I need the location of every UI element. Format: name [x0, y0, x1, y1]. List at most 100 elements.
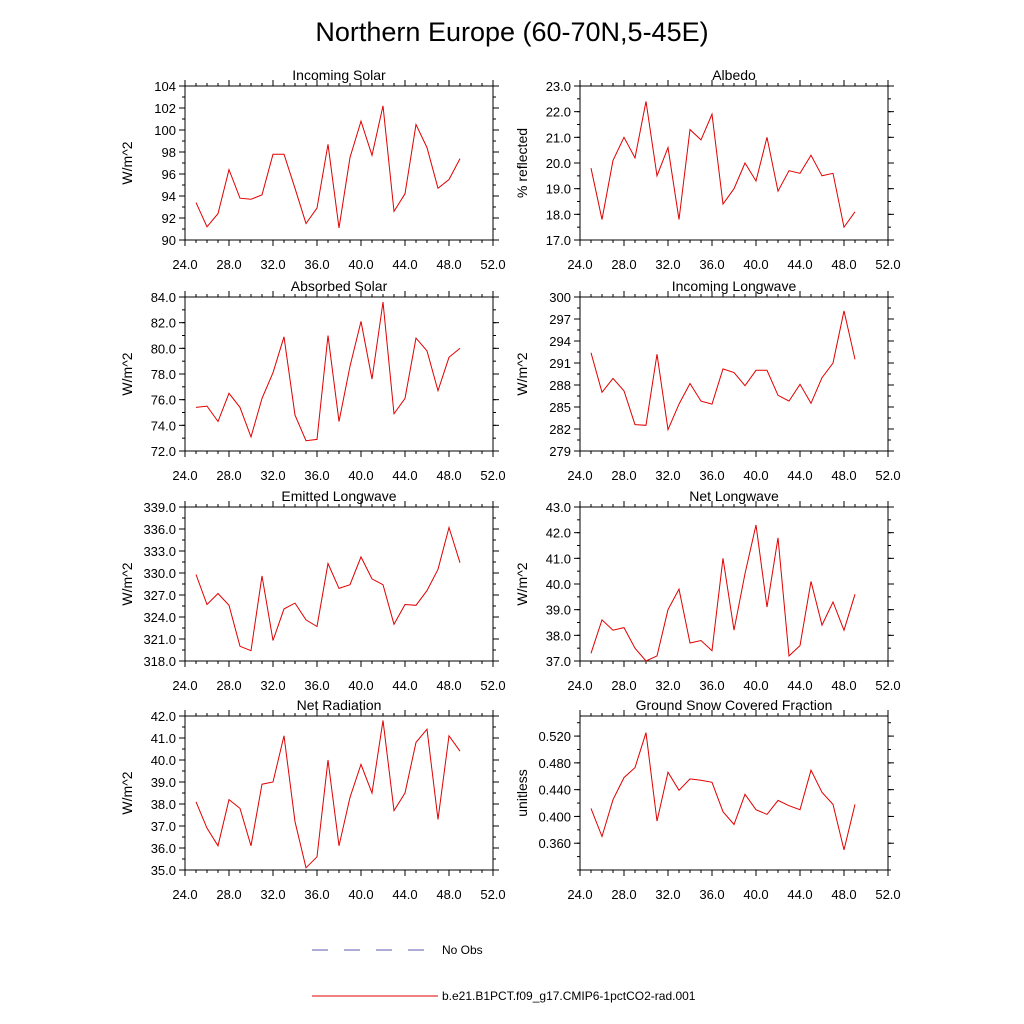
- x-tick-label: 24.0: [172, 468, 197, 483]
- plot-frame: [184, 506, 494, 662]
- x-tick-label: 28.0: [216, 887, 241, 902]
- panel-1: Albedo 24.0 28.0 32.0 36.0 40.0 44.0 48.0 52.0 17…: [514, 67, 901, 272]
- x-tick-label: 52.0: [875, 257, 900, 272]
- y-tick-label: 0.480: [538, 756, 571, 771]
- series-line: [590, 732, 856, 851]
- y-tick-label: 339.0: [143, 500, 176, 515]
- y-tick-label: 41.0: [151, 731, 176, 746]
- y-tick-label: 90: [162, 233, 176, 248]
- y-tick-label: 0.520: [538, 729, 571, 744]
- x-tick-label: 52.0: [875, 678, 900, 693]
- x-tick-label: 48.0: [436, 468, 461, 483]
- y-tick-label: 288: [549, 378, 571, 393]
- panel-title: Incoming Longwave: [672, 278, 797, 294]
- y-tick-label: 0.400: [538, 809, 571, 824]
- y-axis-label: W/m^2: [119, 141, 135, 184]
- panels: Incoming Solar 24.0 28.0 32.0 36.0 40.0 44.0 48…: [119, 67, 901, 902]
- series-line: [195, 302, 461, 442]
- x-tick-label: 44.0: [787, 678, 812, 693]
- x-tick-label: 32.0: [655, 257, 680, 272]
- x-tick-label: 24.0: [567, 887, 592, 902]
- y-tick-label: 39.0: [151, 775, 176, 790]
- x-tick-label: 40.0: [348, 468, 373, 483]
- y-axis-label: W/m^2: [514, 352, 530, 395]
- legend: No Obs b.e21.B1PCT.f09_g17.CMIP6-1pctCO2-…: [312, 943, 696, 1003]
- y-tick-label: 282: [549, 422, 571, 437]
- y-tick-label: 40.0: [151, 753, 176, 768]
- y-tick-label: 39.0: [546, 603, 571, 618]
- y-tick-label: 36.0: [151, 841, 176, 856]
- y-tick-label: 84.0: [151, 290, 176, 305]
- x-tick-label: 36.0: [304, 468, 329, 483]
- x-tick-label: 44.0: [787, 468, 812, 483]
- series-line: [590, 101, 856, 229]
- x-tick-label: 48.0: [436, 257, 461, 272]
- x-tick-label: 28.0: [216, 678, 241, 693]
- x-tick-label: 52.0: [480, 887, 505, 902]
- y-tick-label: 35.0: [151, 863, 176, 878]
- y-tick-label: 100: [154, 123, 176, 138]
- y-tick-label: 18.0: [546, 207, 571, 222]
- x-tick-label: 32.0: [655, 468, 680, 483]
- x-tick-label: 48.0: [831, 468, 856, 483]
- x-tick-label: 24.0: [567, 257, 592, 272]
- x-tick-label: 40.0: [348, 887, 373, 902]
- y-tick-label: 40.0: [546, 577, 571, 592]
- y-tick-label: 297: [549, 312, 571, 327]
- x-tick-label: 48.0: [831, 678, 856, 693]
- x-tick-label: 36.0: [699, 257, 724, 272]
- x-tick-label: 44.0: [392, 257, 417, 272]
- series-line: [590, 524, 856, 662]
- panel-0: Incoming Solar 24.0 28.0 32.0 36.0 40.0 44.0 48…: [119, 67, 506, 272]
- y-tick-label: 23.0: [546, 79, 571, 94]
- panel-2: Absorbed Solar 24.0 28.0 32.0 36.0 40.0 44.0 48…: [119, 278, 506, 483]
- x-tick-label: 32.0: [655, 678, 680, 693]
- x-tick-label: 36.0: [699, 678, 724, 693]
- x-tick-label: 28.0: [611, 468, 636, 483]
- panel-title: Albedo: [712, 67, 756, 83]
- y-tick-label: 76.0: [151, 393, 176, 408]
- x-tick-label: 40.0: [743, 887, 768, 902]
- x-tick-label: 36.0: [304, 257, 329, 272]
- y-tick-label: 37.0: [151, 819, 176, 834]
- y-tick-label: 0.360: [538, 836, 571, 851]
- x-tick-label: 24.0: [172, 887, 197, 902]
- y-tick-label: 285: [549, 400, 571, 415]
- x-tick-label: 40.0: [348, 257, 373, 272]
- y-tick-label: 37.0: [546, 654, 571, 669]
- x-tick-label: 44.0: [392, 887, 417, 902]
- y-tick-label: 92: [162, 211, 176, 226]
- y-tick-label: 78.0: [151, 367, 176, 382]
- x-tick-label: 28.0: [611, 678, 636, 693]
- x-tick-label: 40.0: [743, 678, 768, 693]
- y-tick-label: 0.440: [538, 783, 571, 798]
- y-tick-label: 330.0: [143, 566, 176, 581]
- y-tick-label: 318.0: [143, 654, 176, 669]
- panel-5: Net Longwave 24.0 28.0 32.0 36.0 40.0 44.0 48.0…: [514, 488, 901, 693]
- y-tick-label: 74.0: [151, 418, 176, 433]
- x-tick-label: 48.0: [436, 887, 461, 902]
- series-line: [195, 720, 461, 869]
- y-tick-label: 96: [162, 167, 176, 182]
- panel-title: Absorbed Solar: [291, 278, 388, 294]
- y-tick-label: 22.0: [546, 105, 571, 120]
- series-line: [195, 105, 461, 228]
- x-tick-label: 24.0: [172, 678, 197, 693]
- y-tick-label: 94: [162, 189, 176, 204]
- plot-frame: [579, 715, 889, 871]
- plot-frame: [184, 296, 494, 452]
- x-tick-label: 36.0: [699, 887, 724, 902]
- legend-label-no-obs: No Obs: [442, 943, 483, 957]
- plot-frame: [579, 506, 889, 662]
- y-tick-label: 82.0: [151, 316, 176, 331]
- panel-title: Ground Snow Covered Fraction: [636, 697, 833, 713]
- y-axis-label: W/m^2: [514, 562, 530, 605]
- y-tick-label: 42.0: [546, 526, 571, 541]
- x-tick-label: 32.0: [260, 678, 285, 693]
- panel-title: Emitted Longwave: [281, 488, 396, 504]
- x-tick-label: 40.0: [743, 257, 768, 272]
- panel-6: Net Radiation 24.0 28.0 32.0 36.0 40.0 44.0 48.…: [119, 697, 506, 902]
- y-tick-label: 17.0: [546, 233, 571, 248]
- x-tick-label: 52.0: [480, 468, 505, 483]
